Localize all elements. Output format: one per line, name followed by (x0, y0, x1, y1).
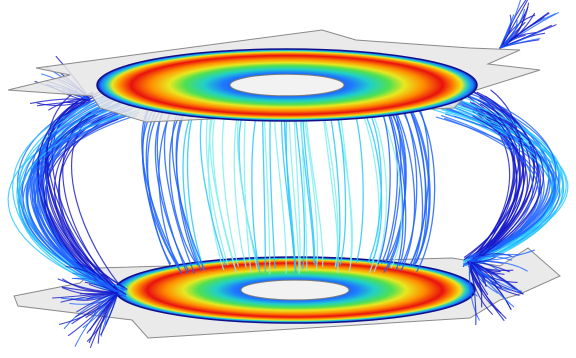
field-line (171, 110, 205, 271)
field-line (12, 92, 127, 297)
field-line (403, 112, 424, 266)
field-line (29, 98, 91, 104)
field-line (18, 109, 140, 295)
field-line (42, 114, 127, 295)
field-line (300, 108, 308, 272)
field-line (469, 261, 497, 284)
field-line (30, 94, 126, 291)
field-line (46, 100, 117, 291)
field-line (405, 100, 428, 264)
field-line (294, 111, 306, 270)
field-line (467, 260, 528, 272)
field-line (392, 104, 416, 271)
field-line (293, 109, 301, 272)
field-line (469, 261, 477, 326)
field-line (156, 105, 188, 274)
field-line (27, 109, 132, 291)
field-line (163, 110, 195, 274)
field-line (62, 111, 118, 292)
field-line (58, 291, 119, 325)
field-line (387, 102, 406, 268)
field-line (446, 108, 556, 260)
field-line (321, 99, 339, 274)
field-line (94, 269, 119, 293)
field-line (468, 261, 478, 297)
field-line (363, 110, 383, 264)
field-streamlines (7, 0, 569, 349)
field-line (473, 97, 538, 262)
field-line (89, 291, 119, 331)
field-line (145, 107, 178, 265)
field-line (263, 103, 271, 275)
field-line (251, 109, 261, 274)
field-line (472, 115, 528, 259)
field-line (176, 108, 199, 266)
field-line (499, 0, 529, 49)
field-line (499, 14, 515, 49)
field-line (371, 111, 388, 273)
field-line (288, 108, 300, 274)
field-line (409, 105, 430, 267)
field-line (221, 105, 239, 267)
field-line (79, 291, 119, 295)
field-line (353, 109, 364, 263)
field-line (441, 109, 569, 264)
field-line (269, 108, 276, 269)
field-line (212, 104, 236, 267)
field-line (469, 261, 483, 308)
field-line (469, 89, 521, 262)
field-line (377, 109, 391, 265)
field-line (243, 104, 252, 274)
field-line (470, 103, 521, 264)
field-line (36, 99, 91, 106)
field-line (469, 261, 502, 289)
field-line (100, 291, 119, 336)
field-line (283, 110, 297, 274)
field-line (302, 108, 319, 271)
ring-top-hole (229, 73, 345, 97)
field-line (499, 19, 518, 49)
field-line (471, 108, 544, 261)
field-line (65, 99, 91, 104)
field-line (141, 107, 181, 272)
field-line (439, 106, 567, 262)
field-line (425, 102, 554, 265)
field-line (305, 112, 324, 268)
field-line (339, 107, 353, 264)
field-line (89, 291, 119, 349)
field-line (175, 112, 202, 271)
field-line (236, 112, 258, 270)
field-line (51, 102, 123, 294)
field-line (471, 90, 516, 260)
field-line (458, 89, 557, 260)
field-line (98, 272, 119, 293)
field-line (444, 117, 540, 266)
field-line (61, 287, 119, 296)
field-line (70, 291, 119, 301)
top-coil-ring (96, 48, 478, 122)
field-line (46, 114, 125, 288)
field-line (169, 112, 196, 263)
field-line (334, 104, 347, 265)
field-line (467, 255, 513, 263)
ring-bottom-hole (240, 279, 350, 301)
field-line (186, 103, 205, 271)
field-line (158, 107, 183, 274)
field-line (182, 113, 201, 266)
field-line (468, 99, 531, 268)
field-line (445, 111, 564, 266)
field-line (45, 102, 123, 294)
field-line (384, 102, 404, 271)
